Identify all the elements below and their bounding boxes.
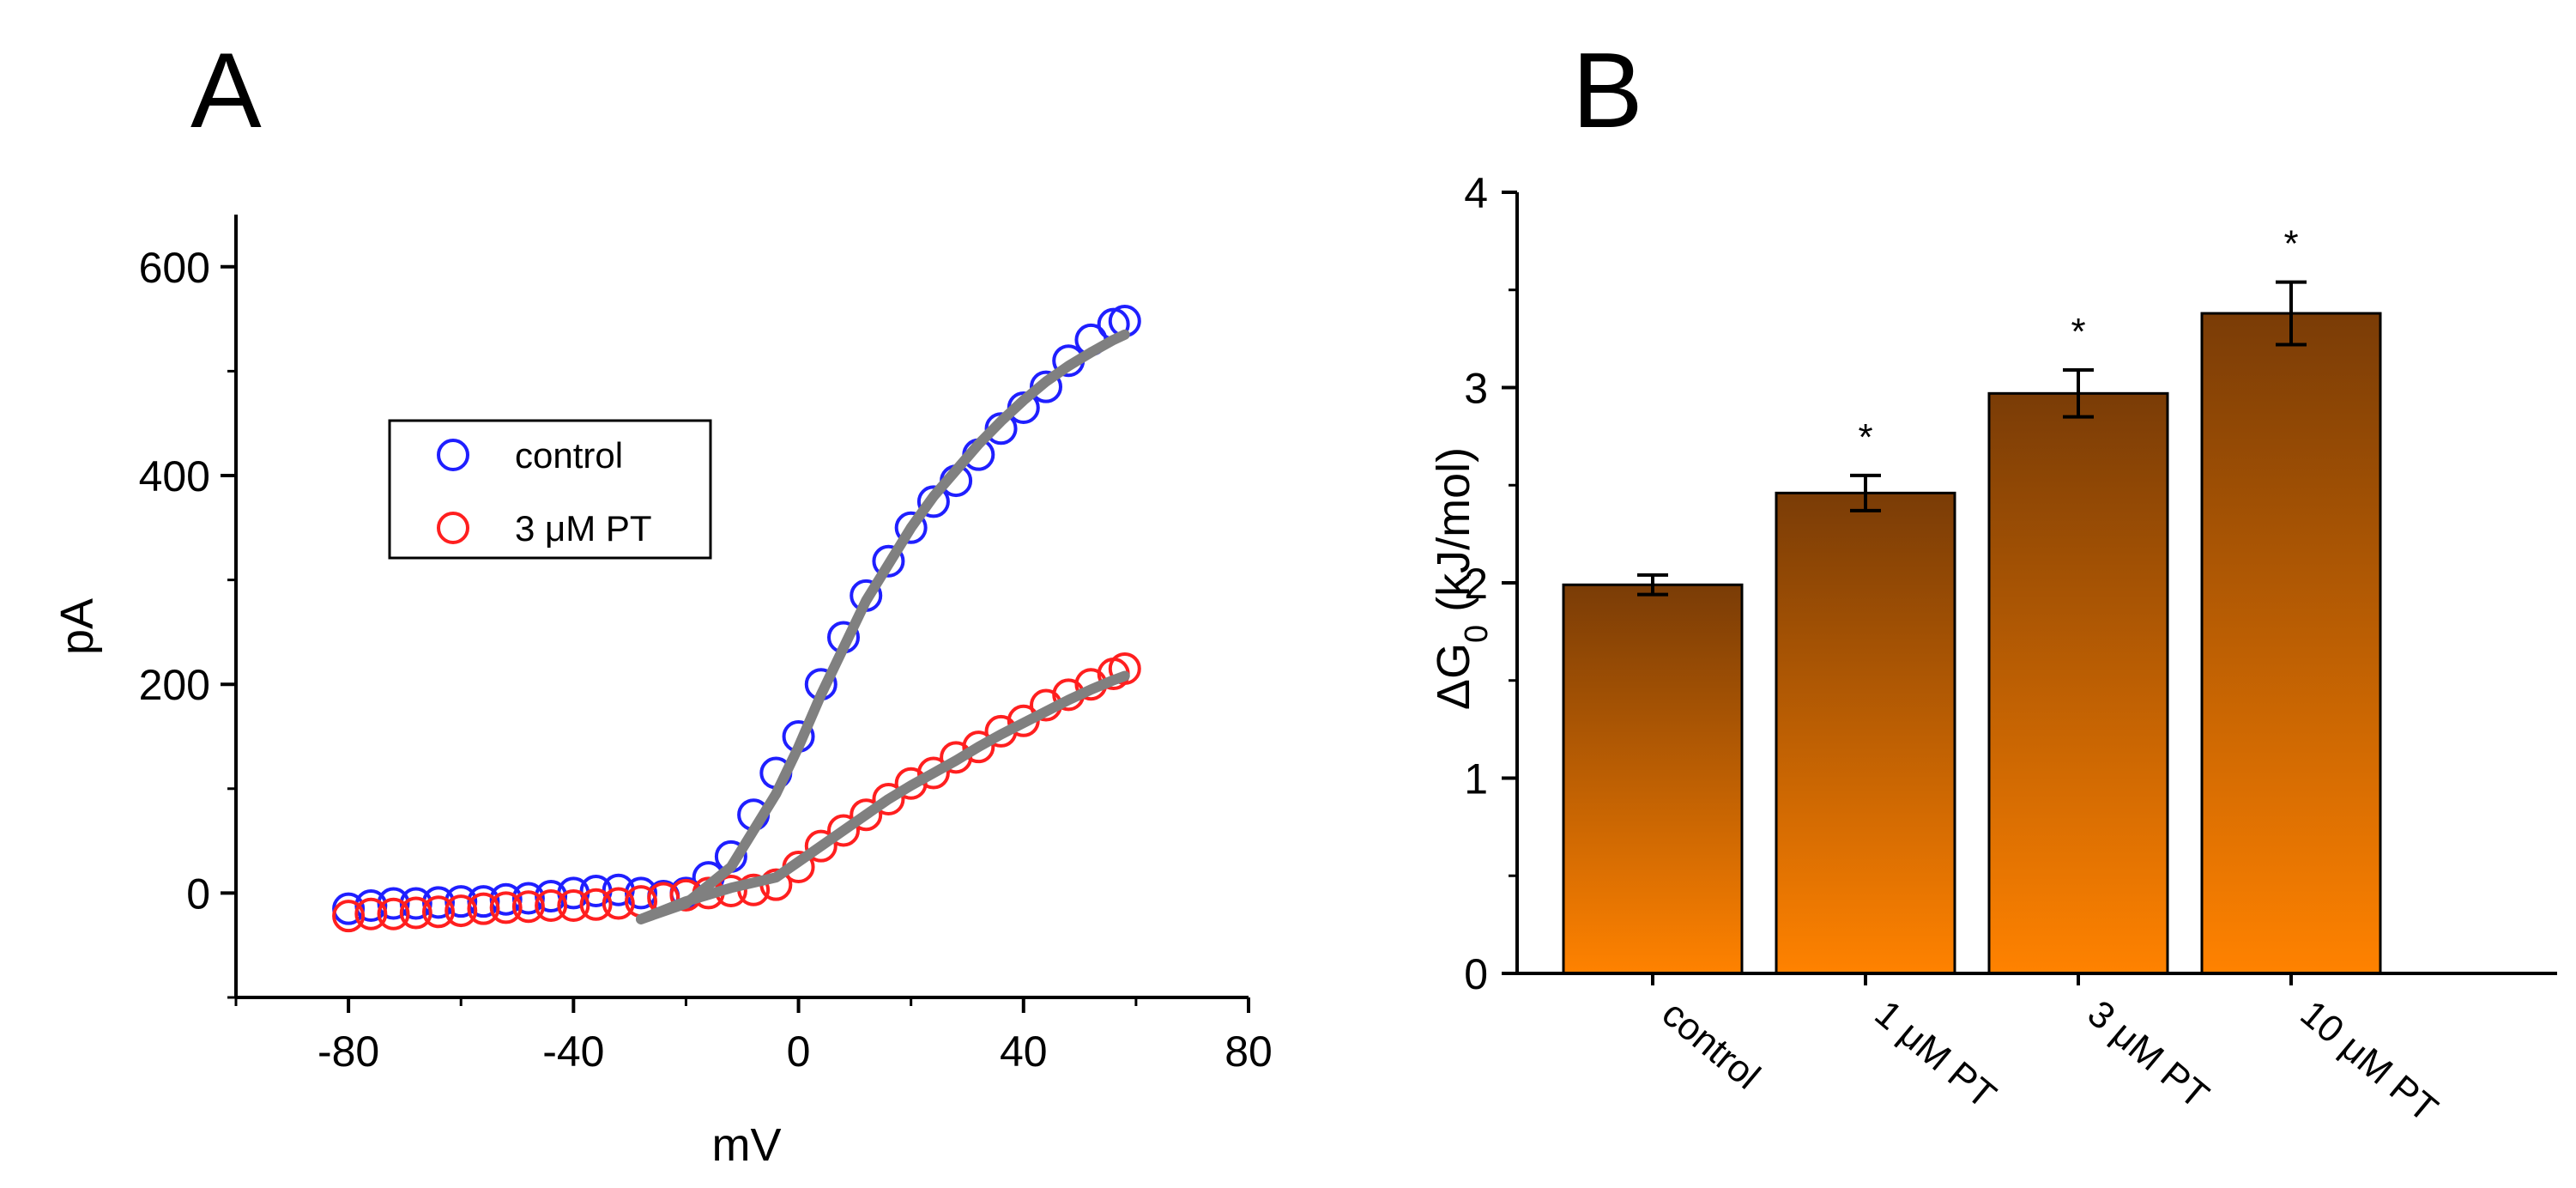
panel-a-x-tick-label: 40: [1000, 1027, 1048, 1076]
panel-b-chart: B control * 1 μM PT * 3 μM PT * 10 μM PT 0 1 2 3 4…: [1428, 32, 2557, 1130]
panel-a-y-tick-label: 0: [186, 870, 210, 918]
panel-a-fit-line-control: [636, 329, 1130, 924]
panel-a-y-tick-label: 200: [139, 661, 210, 709]
panel-b-y-tick-label: 2: [1464, 560, 1488, 608]
panel-a-point-control: [1030, 370, 1062, 403]
panel-b-ticks: 0 1 2 3 4: [1464, 169, 2293, 998]
panel-b-y-tick-label: 0: [1464, 950, 1488, 998]
panel-a-point-control: [984, 412, 1018, 446]
panel-a-point-3um-pt: [535, 888, 568, 922]
panel-a-point-3um-pt: [827, 814, 860, 847]
panel-b-bar: [1987, 391, 2169, 975]
panel-a-x-tick-label: -40: [542, 1027, 604, 1076]
panel-b-y-axis-title-units: (kJ/mol): [1428, 447, 1479, 625]
panel-a-point-3um-pt: [399, 896, 432, 930]
legend-marker-control: [437, 439, 469, 471]
panel-b-significance-marker: *: [2071, 311, 2085, 353]
panel-a-x-axis-title: mV: [712, 1119, 782, 1171]
panel-a-x-tick-label: -80: [317, 1027, 379, 1076]
panel-b-y-tick-label: 3: [1464, 365, 1488, 413]
panel-a-point-3um-pt: [916, 756, 950, 790]
panel-a-y-tick-label: 600: [139, 244, 210, 292]
panel-b-bars: control * 1 μM PT * 3 μM PT * 10 μM PT: [1562, 223, 2446, 1130]
panel-b-category-label: control: [1654, 992, 1769, 1097]
panel-b-category-label: 3 μM PT: [2080, 992, 2217, 1117]
panel-a-point-3um-pt: [804, 829, 838, 863]
panel-b-y-axis-title-subscript: 0: [1459, 625, 1495, 643]
legend-label-3um-pt: 3 μM PT: [515, 508, 652, 549]
panel-a-fit-line-3um-pt: [636, 670, 1130, 924]
panel-b-y-tick-label: 4: [1464, 169, 1488, 217]
legend-label-control: control: [515, 435, 623, 476]
panel-a-y-tick-label: 400: [139, 452, 210, 500]
panel-a-point-3um-pt: [332, 900, 366, 933]
panel-a-legend: control 3 μM PT: [388, 419, 712, 560]
panel-a-point-control: [894, 511, 928, 544]
panel-b-bar: [1775, 491, 1956, 975]
panel-b-category-label: 1 μM PT: [1867, 992, 2005, 1117]
panel-a-ticks: -80 -40 0 40 80 0 200 400 600: [139, 244, 1273, 1076]
panel-a-point-3um-pt: [377, 897, 410, 930]
panel-a-point-3um-pt: [850, 798, 883, 832]
panel-a-x-tick-label: 0: [787, 1027, 811, 1076]
panel-b-label: B: [1572, 32, 1643, 150]
panel-b-y-axis-title: ΔG0 (kJ/mol): [1428, 447, 1495, 710]
legend-marker-3um-pt: [437, 512, 469, 544]
panel-a-point-3um-pt: [557, 888, 590, 922]
panel-b-category-label: 10 μM PT: [2293, 992, 2446, 1130]
panel-b-y-axis-title-symbol: ΔG: [1428, 643, 1479, 710]
panel-a-point-control: [489, 882, 523, 916]
panel-a-point-3um-pt: [444, 894, 478, 928]
panel-a-label: A: [190, 32, 262, 150]
panel-a-point-3um-pt: [489, 891, 523, 924]
panel-a-point-control: [511, 882, 545, 915]
panel-b-y-tick-label: 1: [1464, 755, 1488, 803]
panel-b-bar: [2200, 312, 2382, 975]
panel-a-point-control: [467, 885, 500, 918]
panel-a-point-control: [332, 892, 366, 925]
panel-a-point-control: [916, 485, 950, 518]
panel-a-chart: A -80 -40 0 40 80 0 200 400 600 mV pA control 3 …: [51, 32, 1273, 1171]
panel-a-point-3um-pt: [1108, 652, 1141, 685]
panel-a-point-control: [872, 544, 905, 578]
panel-a-point-3um-pt: [579, 888, 613, 921]
panel-a-y-axis-title: pA: [51, 598, 103, 655]
panel-a-point-3um-pt: [511, 890, 545, 924]
panel-a-data: [332, 305, 1141, 933]
panel-a-axes: [234, 215, 1249, 999]
panel-b-bar: [1562, 583, 1744, 975]
panel-a-x-tick-label: 80: [1225, 1027, 1273, 1076]
panel-a-point-3um-pt: [962, 730, 995, 764]
panel-a-point-3um-pt: [467, 892, 500, 925]
panel-b-significance-marker: *: [1858, 416, 1872, 458]
panel-a-point-3um-pt: [602, 887, 635, 920]
panel-a-point-3um-pt: [422, 895, 455, 929]
panel-a-point-3um-pt: [872, 782, 905, 815]
panel-b-significance-marker: *: [2283, 223, 2298, 265]
panel-a-point-3um-pt: [354, 897, 388, 930]
